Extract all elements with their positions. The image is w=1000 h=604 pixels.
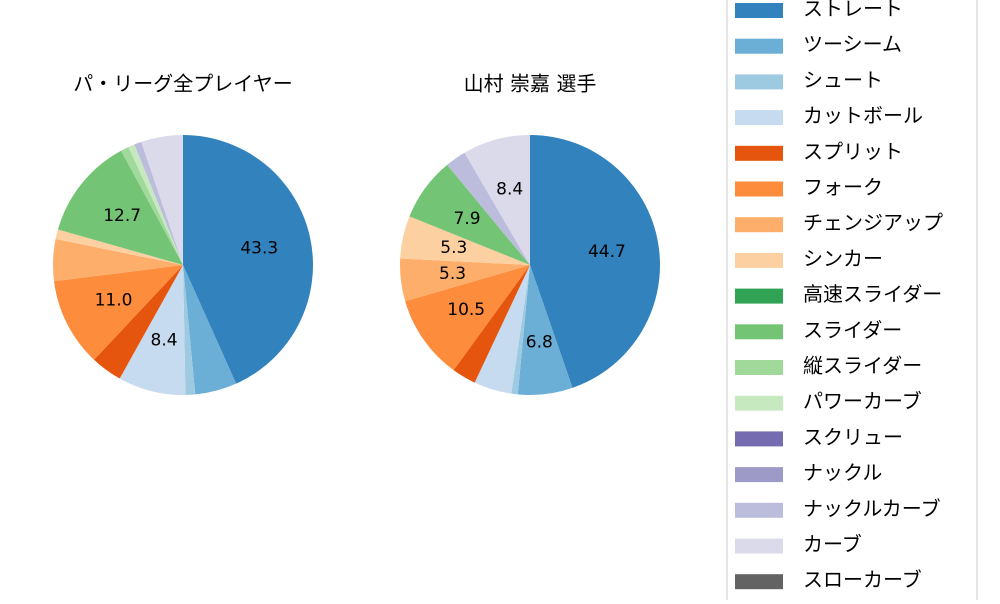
data-label: 6.8 [526, 332, 553, 352]
legend-swatch [735, 467, 783, 483]
pie-slice [183, 265, 237, 395]
legend-label: パワーカーブ [803, 389, 922, 413]
data-label: 10.5 [447, 300, 485, 320]
data-label: 44.7 [588, 242, 626, 262]
legend-label: スプリット [803, 139, 903, 163]
data-label: 8.4 [151, 331, 178, 351]
legend-swatch [735, 145, 783, 161]
legend-swatch [735, 3, 783, 18]
pie-slice [453, 265, 530, 383]
legend-label: ツーシーム [803, 32, 902, 56]
legend-swatch [735, 110, 783, 126]
legend-swatch [735, 252, 783, 268]
pie-slice [119, 265, 186, 395]
data-label: 7.9 [454, 209, 481, 229]
pie-slice [530, 135, 660, 388]
pie-slice [141, 135, 183, 265]
pie-slice [409, 164, 530, 265]
legend-swatch [735, 574, 783, 590]
legend-swatch [735, 360, 783, 375]
legend-swatch [735, 502, 783, 518]
pie-slice [54, 265, 184, 360]
legend-label: ストレート [803, 0, 903, 21]
legend-label: フォーク [803, 175, 883, 199]
legend-swatch [735, 395, 783, 411]
pie-slice [183, 265, 196, 395]
legend-box [726, 0, 978, 604]
pie-slice [128, 144, 183, 265]
legend-label: スローカーブ [803, 568, 922, 592]
pie-slice [55, 229, 183, 265]
pie-slice [183, 135, 313, 384]
pie-slice [134, 141, 183, 265]
legend-label: ナックル [803, 461, 882, 485]
legend-label: スクリュー [803, 425, 903, 449]
legend-swatch [735, 324, 783, 340]
legend-swatch [735, 38, 783, 54]
legend-swatch [735, 538, 783, 554]
chart-title: パ・リーグ全プレイヤー [73, 72, 292, 96]
data-label: 5.3 [439, 264, 466, 284]
pie-slice [464, 135, 530, 265]
legend-label: スライダー [803, 318, 902, 342]
legend-label: 高速スライダー [803, 282, 942, 306]
pie-slice [474, 265, 530, 394]
pie-slice [517, 265, 573, 395]
data-label: 12.7 [103, 206, 141, 226]
legend-label: カーブ [803, 532, 862, 556]
pie-slice [57, 150, 183, 265]
legend-swatch [735, 288, 783, 304]
pie-slice [121, 147, 183, 265]
legend-label: ナックルカーブ [803, 496, 941, 520]
pie-slice [400, 216, 530, 265]
pie-slice [405, 265, 530, 371]
legend-label: 縦スライダー [803, 354, 922, 378]
legend-swatch [735, 181, 783, 197]
pie-slice [511, 265, 530, 395]
legend-swatch [735, 74, 783, 90]
pie-slice [94, 265, 183, 379]
data-label: 43.3 [240, 239, 278, 259]
legend-label: チェンジアップ [803, 211, 943, 235]
legend-label: シュート [803, 68, 883, 92]
pie-slice [53, 239, 183, 282]
chart-title: 山村 崇嘉 選手 [464, 72, 597, 96]
data-label: 11.0 [95, 290, 133, 310]
data-label: 5.3 [440, 238, 467, 258]
pie-slice [400, 258, 530, 302]
legend-swatch [735, 217, 783, 233]
legend-label: シンカー [803, 246, 883, 270]
legend-label: カットボール [803, 104, 923, 128]
pie-slice [447, 152, 530, 265]
data-label: 8.4 [496, 180, 523, 200]
legend-swatch [735, 431, 783, 447]
